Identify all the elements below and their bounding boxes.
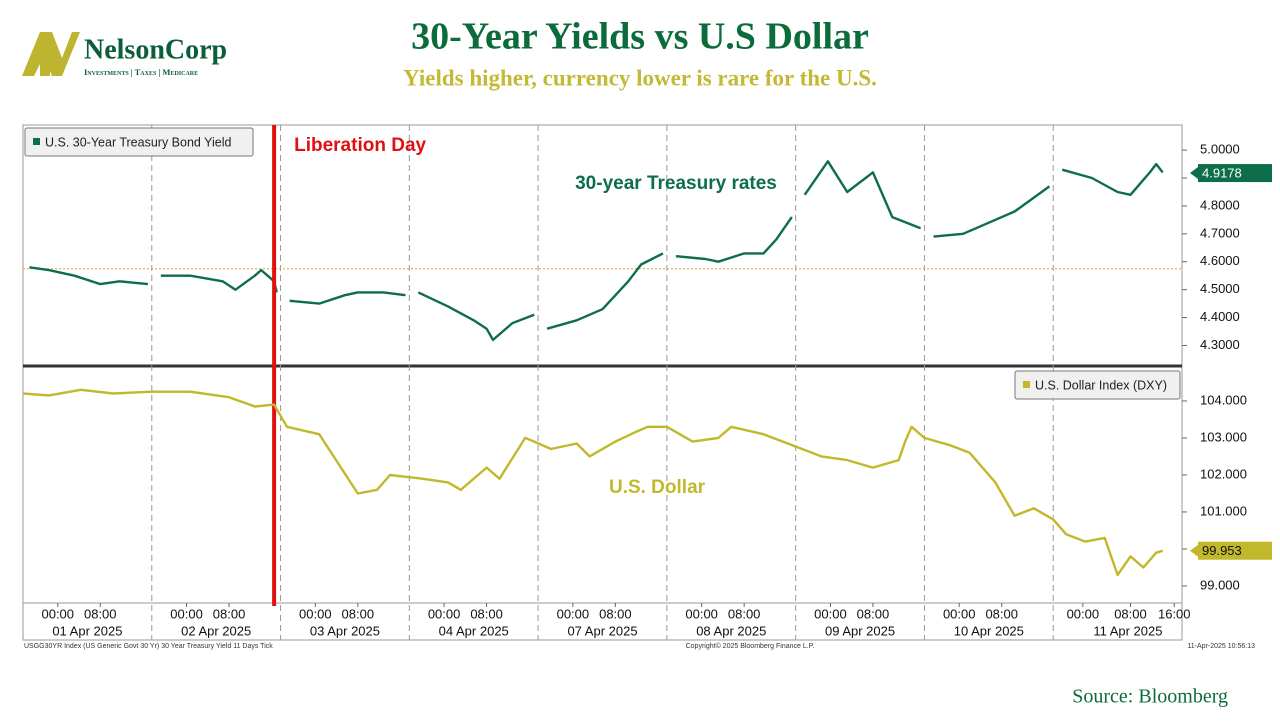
title: 30-Year Yields vs U.S Dollar bbox=[411, 16, 869, 58]
legend-label: U.S. Dollar Index (DXY) bbox=[1035, 378, 1167, 392]
x-tick-label: 00:00 bbox=[557, 606, 590, 621]
logo-bar bbox=[40, 32, 50, 76]
event-label: Liberation Day bbox=[294, 135, 426, 156]
logo-mark bbox=[22, 32, 80, 76]
x-day-label: 07 Apr 2025 bbox=[567, 623, 637, 638]
y-tick-label: 103.000 bbox=[1200, 429, 1247, 444]
x-day-label: 04 Apr 2025 bbox=[439, 623, 509, 638]
y-tick-label: 102.000 bbox=[1200, 466, 1247, 481]
x-tick-label: 08:00 bbox=[470, 606, 503, 621]
x-tick-label: 16:00 bbox=[1158, 606, 1191, 621]
x-tick-label: 00:00 bbox=[41, 606, 74, 621]
x-tick-label: 08:00 bbox=[1114, 606, 1147, 621]
x-tick-label: 00:00 bbox=[943, 606, 976, 621]
x-tick-label: 08:00 bbox=[84, 606, 117, 621]
x-tick-label: 00:00 bbox=[428, 606, 461, 621]
x-tick-label: 00:00 bbox=[814, 606, 847, 621]
annotation: 30-year Treasury rates bbox=[575, 173, 777, 194]
annotation: U.S. Dollar bbox=[609, 477, 706, 498]
x-day-label: 03 Apr 2025 bbox=[310, 623, 380, 638]
logo-tagline: Investments | Taxes | Medicare bbox=[84, 67, 198, 77]
y-tick-label: 4.7000 bbox=[1200, 225, 1240, 240]
last-value-pointer bbox=[1190, 544, 1198, 557]
y-tick-label: 104.000 bbox=[1200, 392, 1247, 407]
x-day-label: 02 Apr 2025 bbox=[181, 623, 251, 638]
x-tick-label: 08:00 bbox=[728, 606, 761, 621]
x-day-label: 01 Apr 2025 bbox=[52, 623, 122, 638]
x-tick-label: 08:00 bbox=[342, 606, 375, 621]
x-day-label: 08 Apr 2025 bbox=[696, 623, 766, 638]
x-tick-label: 00:00 bbox=[299, 606, 332, 621]
y-tick-label: 4.5000 bbox=[1200, 281, 1240, 296]
legend-label: U.S. 30-Year Treasury Bond Yield bbox=[45, 135, 231, 149]
series-line bbox=[29, 160, 1164, 342]
x-tick-label: 08:00 bbox=[213, 606, 246, 621]
index-note: USGG30YR Index (US Generic Govt 30 Yr) 3… bbox=[24, 643, 273, 650]
last-value-pointer bbox=[1190, 167, 1198, 180]
plot-frame bbox=[22, 124, 1183, 641]
x-day-label: 11 Apr 2025 bbox=[1093, 623, 1162, 638]
last-value-box bbox=[1198, 541, 1272, 560]
y-tick-label: 5.0000 bbox=[1200, 142, 1240, 157]
series-line bbox=[22, 388, 1164, 577]
copyright: Copyright© 2025 Bloomberg Finance L.P. bbox=[686, 642, 815, 650]
legend-swatch bbox=[1023, 381, 1030, 388]
y-tick-label: 4.3000 bbox=[1200, 337, 1240, 352]
source: Source: Bloomberg bbox=[1072, 686, 1228, 708]
logo-name: NelsonCorp bbox=[84, 34, 227, 65]
x-day-label: 09 Apr 2025 bbox=[825, 623, 895, 638]
y-tick-label: 4.4000 bbox=[1200, 309, 1240, 324]
x-tick-label: 08:00 bbox=[599, 606, 632, 621]
x-tick-label: 08:00 bbox=[985, 606, 1018, 621]
subtitle: Yields higher, currency lower is rare fo… bbox=[403, 65, 877, 90]
y-tick-label: 99.000 bbox=[1200, 577, 1240, 592]
y-tick-label: 101.000 bbox=[1200, 503, 1247, 518]
x-tick-label: 00:00 bbox=[1067, 606, 1100, 621]
x-day-label: 10 Apr 2025 bbox=[954, 623, 1024, 638]
legend-box bbox=[24, 127, 254, 157]
x-tick-label: 00:00 bbox=[170, 606, 203, 621]
last-value-box bbox=[1198, 164, 1272, 183]
timestamp: 11-Apr-2025 10:56:13 bbox=[1187, 643, 1255, 650]
y-tick-label: 4.8000 bbox=[1200, 197, 1240, 212]
legend-swatch bbox=[33, 138, 40, 145]
y-tick-label: 4.6000 bbox=[1200, 253, 1240, 268]
x-tick-label: 08:00 bbox=[857, 606, 890, 621]
x-tick-label: 00:00 bbox=[685, 606, 718, 621]
last-value-label: 4.9178 bbox=[1202, 165, 1242, 180]
last-value-label: 99.953 bbox=[1202, 543, 1242, 558]
legend-box bbox=[1014, 370, 1181, 400]
